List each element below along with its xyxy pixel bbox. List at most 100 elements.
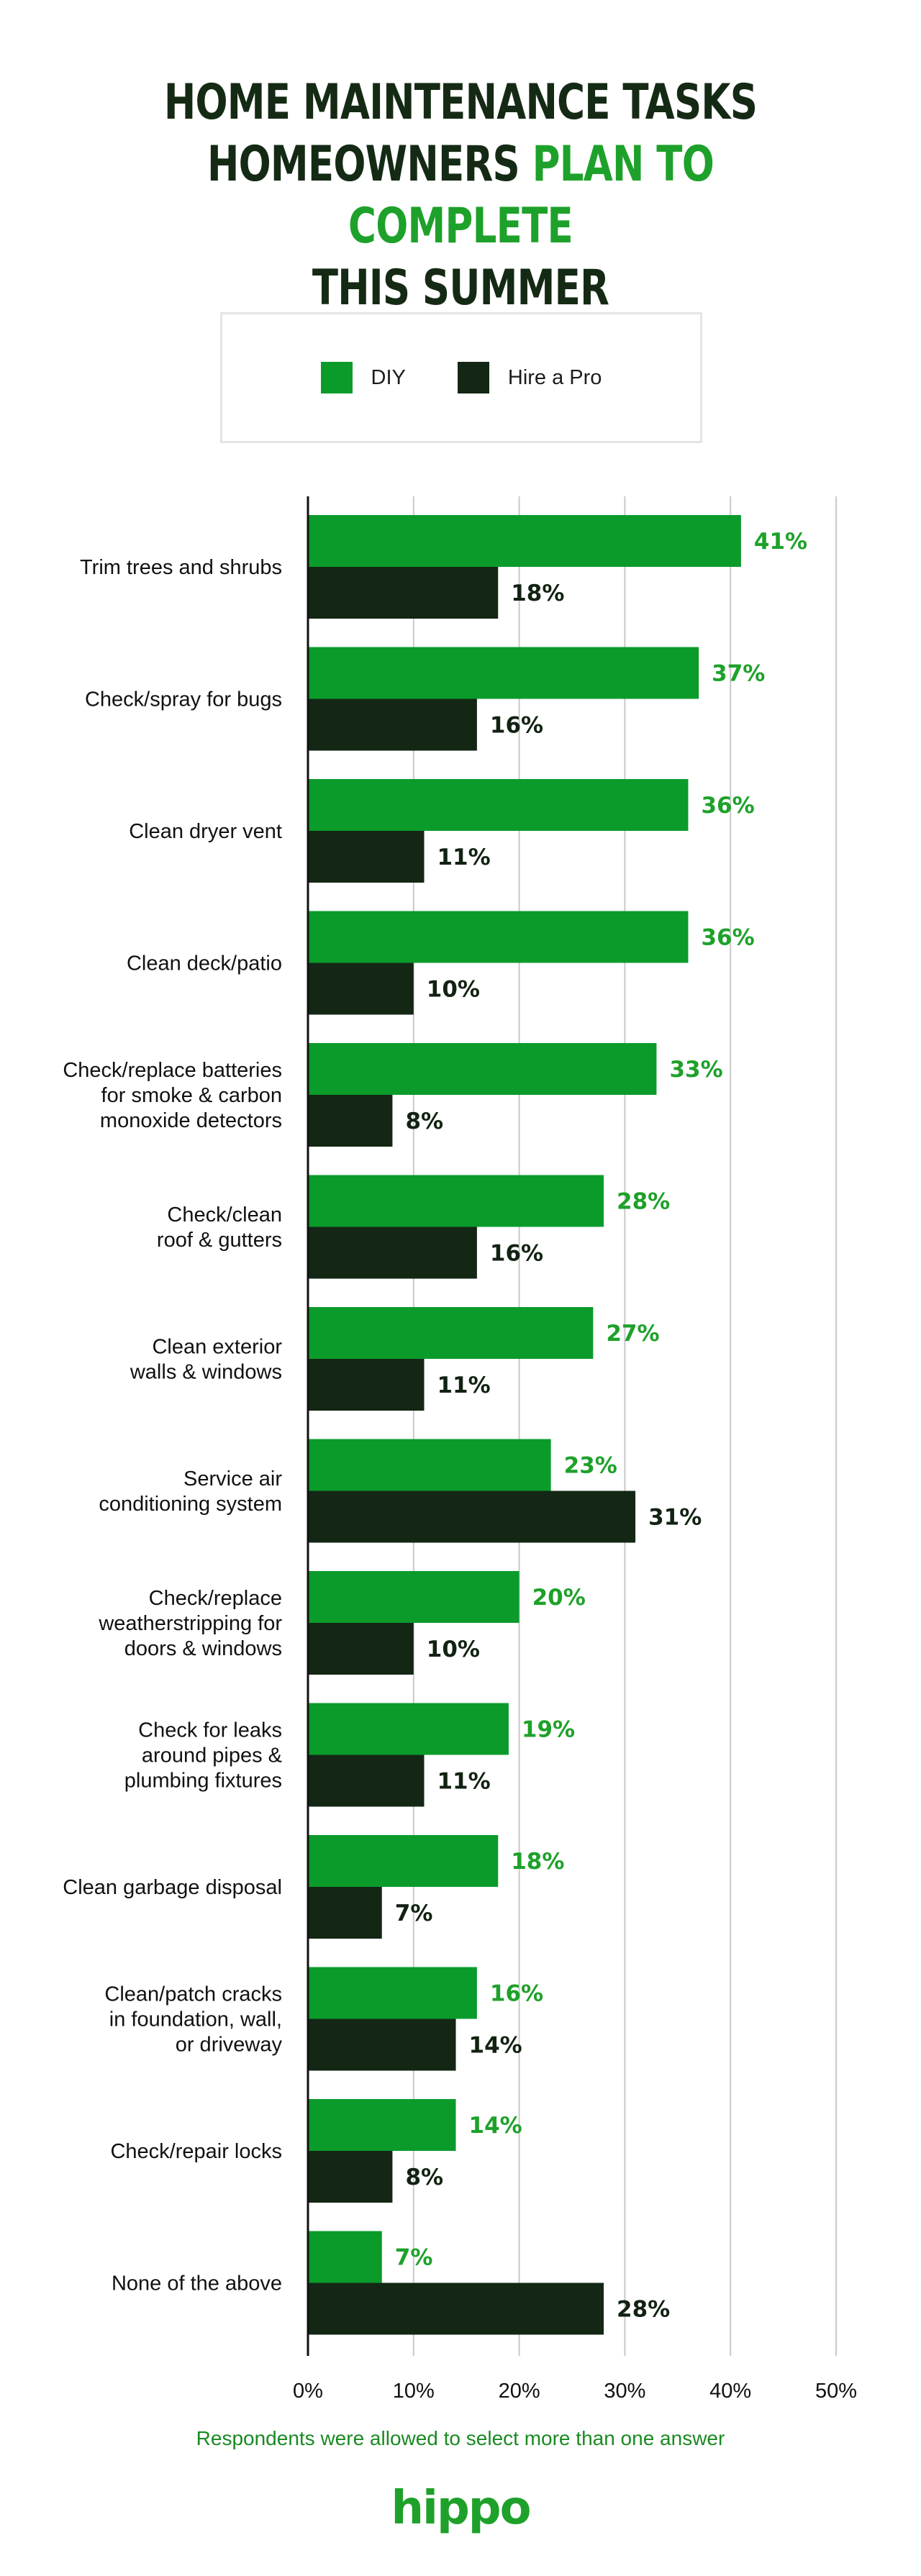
category-label: Service air conditioning system [99, 1467, 282, 1516]
bar-pro [308, 1359, 425, 1411]
bar-pro [308, 1226, 477, 1279]
data-label: 8% [405, 1109, 443, 1134]
title-line-2-accent: PLAN TO COMPLETE [348, 136, 714, 255]
bar-pro [308, 2283, 604, 2335]
data-label: 36% [701, 925, 754, 951]
category-label-line: for smoke & carbon [101, 1084, 282, 1107]
legend-item-pro: Hire a Pro [457, 362, 602, 393]
category-label-line: monoxide detectors [100, 1109, 282, 1132]
x-tick-label: 30% [604, 2380, 645, 2403]
category-label-line: Check/clean [167, 1203, 282, 1226]
category-label: Clean dryer vent [129, 820, 282, 843]
legend-label-pro: Hire a Pro [507, 365, 602, 389]
bar-diy [308, 1835, 499, 1887]
data-label: 41% [754, 529, 807, 555]
category-label-line: Check/replace [149, 1587, 282, 1610]
bar-diy [308, 911, 689, 963]
category-label: Clean deck/patio [127, 952, 282, 975]
footnote: Respondents were allowed to select more … [196, 2427, 725, 2449]
category-label: Clean exterior walls & windows [130, 1336, 282, 1384]
data-label: 31% [648, 1505, 702, 1531]
category-label-line: walls & windows [130, 1361, 282, 1384]
category-label-line: Check for leaks [138, 1719, 282, 1742]
category-label-line: in foundation, wall, [109, 2008, 282, 2031]
bar-diy [308, 2231, 382, 2283]
data-label: 10% [427, 977, 480, 1003]
data-label: 11% [437, 845, 490, 870]
data-label: 16% [490, 1241, 543, 1267]
title-line-3: THIS SUMMER [312, 260, 609, 317]
category-label-line: conditioning system [99, 1493, 282, 1516]
bar-chart: 41% 18% Trim trees and shrubs 37% 16% Check/s… [63, 496, 857, 2403]
legend-label-diy: DIY [371, 365, 406, 389]
category-label-line: None of the above [112, 2272, 282, 2295]
category-label-line: roof & gutters [157, 1229, 282, 1252]
data-label: 8% [405, 2165, 443, 2190]
category-label-line: Check/spray for bugs [85, 688, 282, 711]
bar-pro [308, 962, 414, 1015]
category-label-line: Clean garbage disposal [63, 1876, 282, 1899]
category-label-line: around pipes & [142, 1744, 282, 1767]
data-label: 36% [701, 793, 754, 819]
bar-diy [308, 779, 689, 831]
legend-swatch-pro [457, 362, 489, 393]
data-label: 14% [469, 2033, 522, 2059]
data-label: 18% [511, 581, 564, 606]
title-line-1: HOME MAINTENANCE TASKS [163, 74, 758, 131]
bar-pro [308, 1887, 382, 1939]
x-tick-label: 40% [709, 2380, 751, 2403]
bar-pro [308, 698, 477, 751]
data-label: 28% [617, 2297, 670, 2323]
bar-diy [308, 1307, 594, 1359]
category-label-line: Check/repair locks [110, 2140, 282, 2163]
category-label-line: Clean/patch cracks [104, 1983, 282, 2006]
category-label-line: plumbing fixtures [124, 1770, 282, 1793]
category-label-line: doors & windows [124, 1637, 282, 1660]
x-tick-label: 10% [393, 2380, 435, 2403]
category-label-line: weatherstripping for [98, 1612, 282, 1635]
data-label: 7% [395, 1901, 433, 1926]
bar-diy [308, 1967, 477, 2019]
category-label-line: Clean dryer vent [129, 820, 282, 843]
chart-legend: DIY Hire a Pro [220, 312, 702, 443]
bar-diy [308, 647, 699, 699]
category-label: Trim trees and shrubs [80, 556, 282, 579]
x-tick-label: 20% [499, 2380, 540, 2403]
bar-pro [308, 2019, 456, 2071]
bar-diy [308, 1439, 551, 1491]
bar-diy [308, 515, 741, 567]
title-line-2-part-1: HOMEOWNERS [207, 136, 532, 193]
category-label-line: Clean deck/patio [127, 952, 282, 975]
x-tick-label: 0% [293, 2380, 323, 2403]
category-label: Clean garbage disposal [63, 1876, 282, 1899]
data-label: 11% [437, 1373, 490, 1398]
category-label: Check/clean roof & gutters [157, 1203, 282, 1252]
category-label-line: or driveway [176, 2034, 283, 2057]
category-label: Check/repair locks [110, 2140, 282, 2163]
data-label: 11% [437, 1769, 490, 1795]
category-label: Check/spray for bugs [85, 688, 282, 711]
data-label: 18% [511, 1849, 564, 1875]
data-label: 23% [564, 1453, 617, 1479]
title-line-2: HOMEOWNERS PLAN TO COMPLETE [101, 134, 820, 258]
legend-swatch-diy [320, 362, 353, 393]
bar-pro [308, 831, 425, 883]
data-label: 10% [427, 1637, 480, 1662]
bar-diy [308, 1571, 520, 1623]
category-label-line: Service air [183, 1467, 282, 1490]
bar-pro [308, 1095, 393, 1147]
data-label: 33% [669, 1057, 722, 1083]
data-label: 16% [490, 713, 543, 739]
data-label: 27% [606, 1321, 659, 1347]
data-label: 20% [532, 1585, 586, 1611]
category-label-line: Clean exterior [152, 1336, 282, 1359]
category-label: None of the above [112, 2272, 282, 2295]
category-label: Check/replace batteries for smoke & carbo… [63, 1059, 282, 1132]
data-label: 37% [712, 661, 765, 687]
x-tick-label: 50% [815, 2380, 857, 2403]
legend-item-diy: DIY [320, 362, 406, 393]
bar-pro [308, 1490, 636, 1543]
bar-pro [308, 567, 499, 619]
data-label: 28% [617, 1189, 670, 1215]
bar-pro [308, 1754, 425, 1807]
